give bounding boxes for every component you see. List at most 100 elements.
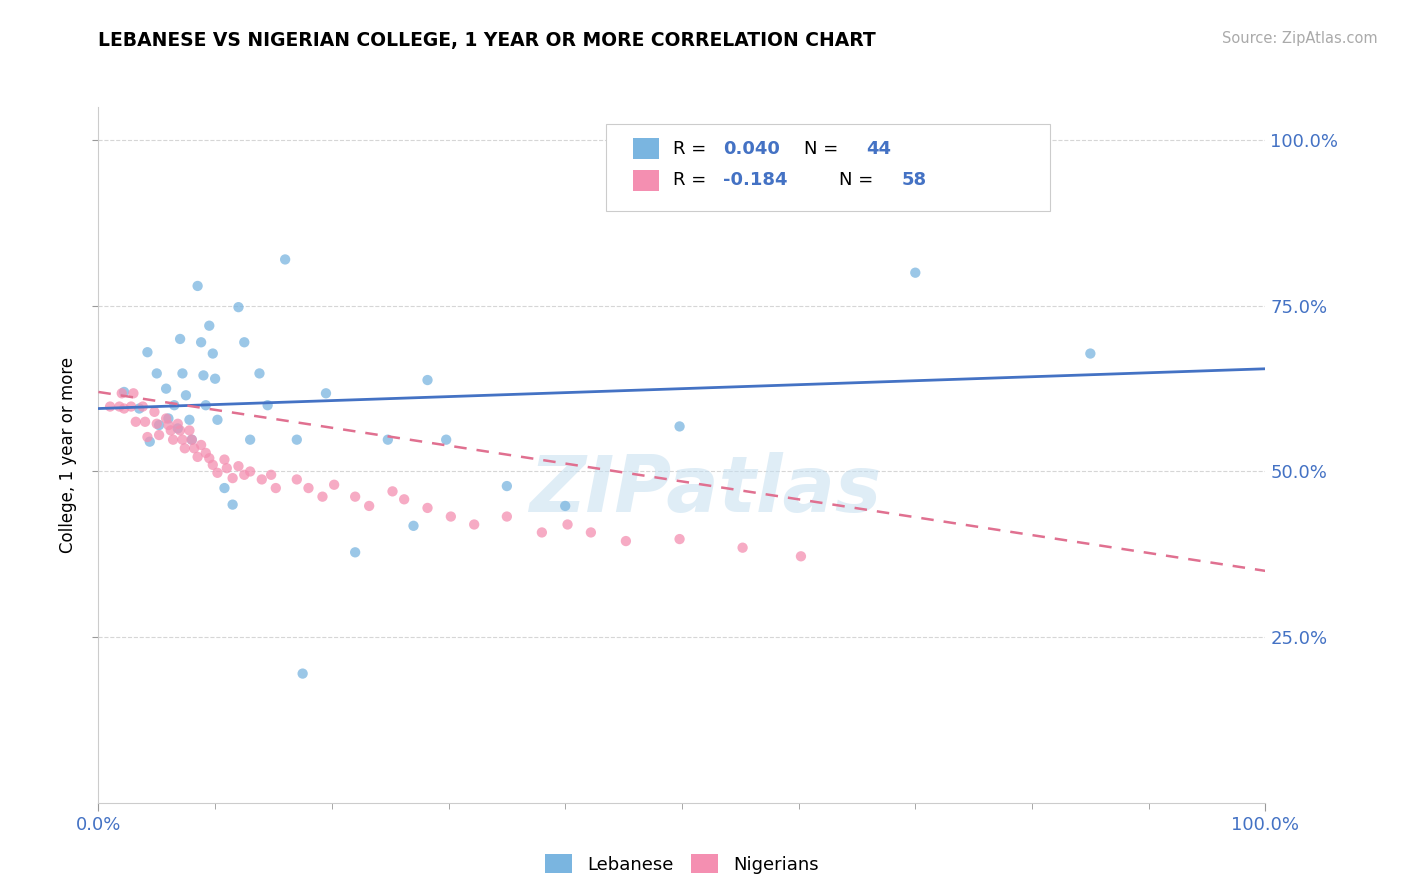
Point — [143, 405, 166, 419]
Point — [198, 451, 221, 466]
Point — [239, 465, 262, 479]
Point — [554, 499, 576, 513]
Point — [285, 433, 308, 447]
Legend: Lebanese, Nigerians: Lebanese, Nigerians — [538, 847, 825, 880]
Text: N =: N = — [839, 171, 879, 189]
Point — [169, 332, 191, 346]
Point — [381, 484, 404, 499]
Point — [215, 461, 238, 475]
Point — [416, 373, 439, 387]
Point — [183, 442, 205, 456]
Point — [315, 386, 337, 401]
Point — [172, 433, 194, 447]
Point — [112, 401, 135, 416]
Point — [187, 279, 209, 293]
Point — [392, 492, 415, 507]
Point — [136, 430, 159, 444]
Point — [194, 398, 217, 412]
Point — [434, 433, 457, 447]
Point — [120, 400, 142, 414]
Point — [904, 266, 927, 280]
Point — [790, 549, 813, 564]
Text: R =: R = — [672, 171, 711, 189]
Point — [668, 419, 690, 434]
Point — [256, 398, 278, 412]
Point — [579, 525, 602, 540]
Text: 58: 58 — [901, 171, 927, 189]
Point — [179, 413, 201, 427]
Point — [201, 346, 224, 360]
Y-axis label: College, 1 year or more: College, 1 year or more — [59, 357, 77, 553]
Point — [495, 479, 517, 493]
Point — [112, 384, 135, 399]
Point — [214, 481, 236, 495]
Point — [274, 252, 297, 267]
Point — [132, 400, 155, 414]
Point — [207, 413, 229, 427]
Point — [285, 472, 308, 486]
Point — [214, 452, 236, 467]
Text: LEBANESE VS NIGERIAN COLLEGE, 1 YEAR OR MORE CORRELATION CHART: LEBANESE VS NIGERIAN COLLEGE, 1 YEAR OR … — [98, 31, 876, 50]
Point — [402, 518, 425, 533]
Point — [169, 424, 191, 438]
Point — [207, 466, 229, 480]
Point — [198, 318, 221, 333]
Point — [122, 386, 145, 401]
Point — [166, 421, 188, 435]
Point — [264, 481, 287, 495]
Point — [297, 481, 319, 495]
Point — [190, 438, 212, 452]
Point — [157, 418, 180, 433]
Point — [557, 517, 579, 532]
FancyBboxPatch shape — [633, 169, 658, 191]
Point — [250, 472, 273, 486]
Point — [174, 388, 197, 402]
FancyBboxPatch shape — [633, 138, 658, 159]
Point — [291, 666, 314, 681]
FancyBboxPatch shape — [606, 124, 1049, 211]
Point — [668, 532, 690, 546]
Point — [260, 467, 283, 482]
Point — [146, 417, 169, 431]
Point — [155, 411, 177, 425]
Point — [311, 490, 333, 504]
Point — [134, 415, 156, 429]
Point — [344, 545, 367, 559]
Point — [463, 517, 485, 532]
Point — [614, 534, 637, 549]
Point — [162, 433, 184, 447]
Point — [136, 345, 159, 359]
Point — [111, 386, 134, 401]
Point — [377, 433, 399, 447]
Point — [193, 368, 215, 383]
Point — [139, 434, 162, 449]
Point — [157, 411, 180, 425]
Text: ZIPatlas: ZIPatlas — [529, 451, 882, 528]
Point — [440, 509, 463, 524]
Point — [155, 382, 177, 396]
Point — [228, 459, 250, 474]
Point — [194, 446, 217, 460]
Point — [190, 335, 212, 350]
Point — [180, 433, 202, 447]
Point — [166, 417, 188, 431]
Point — [163, 398, 186, 412]
Point — [221, 498, 243, 512]
Point — [530, 525, 553, 540]
Text: N =: N = — [804, 140, 845, 158]
Point — [233, 467, 256, 482]
Text: 44: 44 — [866, 140, 891, 158]
Point — [731, 541, 754, 555]
Point — [201, 458, 224, 472]
Point — [344, 490, 367, 504]
Point — [146, 367, 169, 381]
Point — [416, 500, 439, 515]
Point — [228, 300, 250, 314]
Point — [233, 335, 256, 350]
Point — [148, 418, 170, 433]
Text: -0.184: -0.184 — [723, 171, 787, 189]
Point — [180, 433, 202, 447]
Point — [187, 450, 209, 464]
Text: R =: R = — [672, 140, 711, 158]
Point — [108, 400, 131, 414]
